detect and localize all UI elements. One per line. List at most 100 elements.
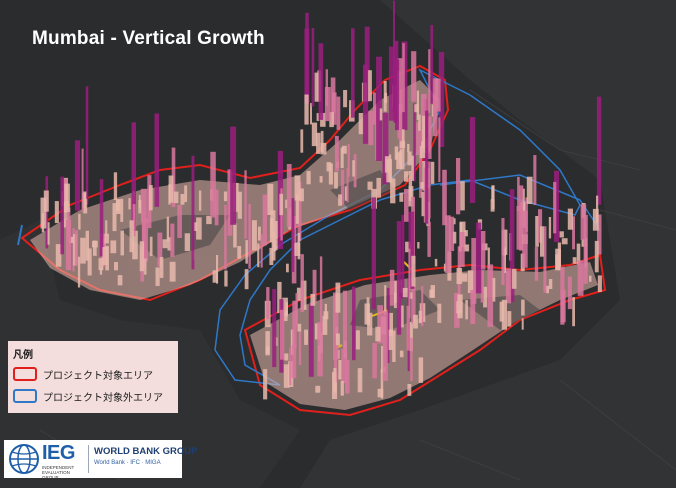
building-extrusion (402, 43, 405, 112)
building-extrusion (428, 49, 431, 113)
building-extrusion (376, 56, 382, 161)
building-extrusion (85, 230, 89, 261)
building-extrusions (40, 0, 602, 400)
building-extrusion (128, 198, 131, 210)
building-extrusion (419, 146, 426, 158)
building-extrusion (389, 269, 395, 306)
building-extrusion (408, 248, 411, 319)
building-extrusion (312, 269, 317, 305)
building-extrusion (567, 276, 572, 310)
building-extrusion (384, 156, 390, 173)
building-extrusion (283, 364, 290, 388)
building-extrusion (279, 193, 284, 216)
building-extrusion (517, 176, 520, 212)
building-extrusion (191, 155, 195, 270)
building-extrusion (434, 78, 441, 112)
building-extrusion (470, 290, 476, 325)
building-extrusion (316, 132, 321, 154)
building-extrusion (533, 155, 537, 205)
building-extrusion (445, 215, 451, 273)
building-extrusion (166, 216, 170, 242)
building-extrusion (154, 113, 160, 207)
building-extrusion (368, 110, 374, 146)
building-extrusion (82, 192, 86, 209)
building-extrusion (418, 357, 424, 383)
building-extrusion (351, 28, 355, 118)
building-extrusion (399, 140, 405, 170)
building-extrusion (522, 188, 525, 213)
building-extrusion (421, 285, 424, 327)
building-extrusion (396, 221, 402, 335)
building-extrusion (142, 258, 147, 275)
building-extrusion (583, 214, 588, 284)
building-extrusion (443, 263, 447, 272)
building-extrusion (407, 151, 412, 166)
building-extrusion (80, 237, 86, 264)
building-extrusion (414, 104, 419, 113)
building-extrusion (382, 112, 389, 185)
building-extrusion (425, 110, 429, 224)
building-extrusion (334, 135, 339, 172)
building-extrusion (216, 255, 219, 284)
building-extrusion (418, 310, 422, 324)
building-extrusion (481, 231, 486, 270)
building-extrusion (372, 342, 377, 379)
building-extrusion (358, 113, 365, 135)
building-extrusion (60, 176, 64, 255)
building-extrusion (324, 303, 327, 317)
building-extrusion (413, 314, 418, 329)
building-extrusion (168, 175, 174, 203)
building-extrusion (371, 197, 376, 310)
building-extrusion (248, 204, 251, 269)
building-extrusion (296, 287, 302, 301)
building-extrusion (320, 142, 327, 155)
building-extrusion (340, 169, 345, 205)
building-extrusion (322, 315, 328, 335)
logo-divider (88, 445, 89, 473)
building-extrusion (257, 243, 260, 268)
building-extrusion (318, 43, 324, 120)
building-extrusion (157, 232, 163, 267)
building-extrusion (138, 199, 142, 214)
building-extrusion (170, 223, 175, 257)
building-extrusion (411, 155, 414, 181)
building-extrusion (210, 151, 216, 218)
building-extrusion (505, 268, 512, 304)
building-extrusion (314, 72, 320, 102)
building-extrusion (300, 254, 304, 313)
building-extrusion (589, 275, 592, 282)
building-extrusion (387, 312, 393, 337)
building-extrusion (324, 87, 331, 122)
building-extrusion (98, 258, 104, 271)
building-extrusion (340, 147, 344, 169)
building-extrusion (311, 28, 315, 107)
building-extrusion (442, 169, 447, 226)
building-extrusion (376, 177, 381, 198)
building-extrusion (333, 292, 339, 360)
building-extrusion (237, 246, 242, 259)
building-extrusion (155, 267, 160, 286)
building-extrusion (196, 217, 202, 240)
building-extrusion (519, 185, 524, 251)
building-extrusion (251, 220, 257, 251)
building-extrusion (416, 90, 419, 120)
building-extrusion (55, 244, 62, 267)
building-extrusion (548, 217, 552, 239)
building-extrusion (224, 270, 228, 287)
building-extrusion (347, 144, 350, 177)
building-extrusion (265, 331, 270, 356)
building-extrusion (65, 219, 72, 271)
building-extrusion (469, 117, 476, 203)
building-extrusion (113, 172, 118, 200)
building-extrusion (245, 240, 248, 264)
building-extrusion (375, 326, 381, 342)
building-extrusion (54, 201, 59, 224)
building-extrusion (434, 258, 438, 267)
building-extrusion (227, 169, 233, 236)
building-extrusion (317, 322, 323, 377)
building-extrusion (538, 209, 543, 243)
building-extrusion (344, 186, 348, 201)
building-extrusion (464, 230, 468, 237)
building-extrusion (420, 182, 427, 189)
